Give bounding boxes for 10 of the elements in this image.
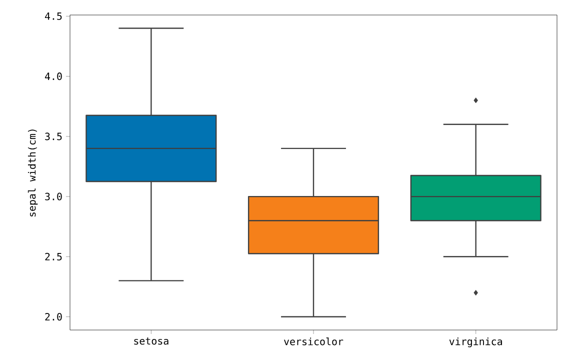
y-tick-label: 3.0: [45, 192, 62, 200]
y-tick-label: 4.0: [44, 72, 62, 80]
x-tick-label: virginica: [449, 338, 502, 348]
y-tick-label: 2.0: [45, 312, 62, 321]
y-axis-title: sepal width(cm): [28, 130, 38, 216]
y-tick-label: 4.5: [44, 12, 62, 20]
x-tick-label: versicolor: [284, 338, 344, 346]
y-tick-label: 3.5: [45, 132, 62, 140]
y-tick-label: 2.5: [45, 252, 62, 260]
x-tick-label: setosa: [134, 338, 168, 345]
